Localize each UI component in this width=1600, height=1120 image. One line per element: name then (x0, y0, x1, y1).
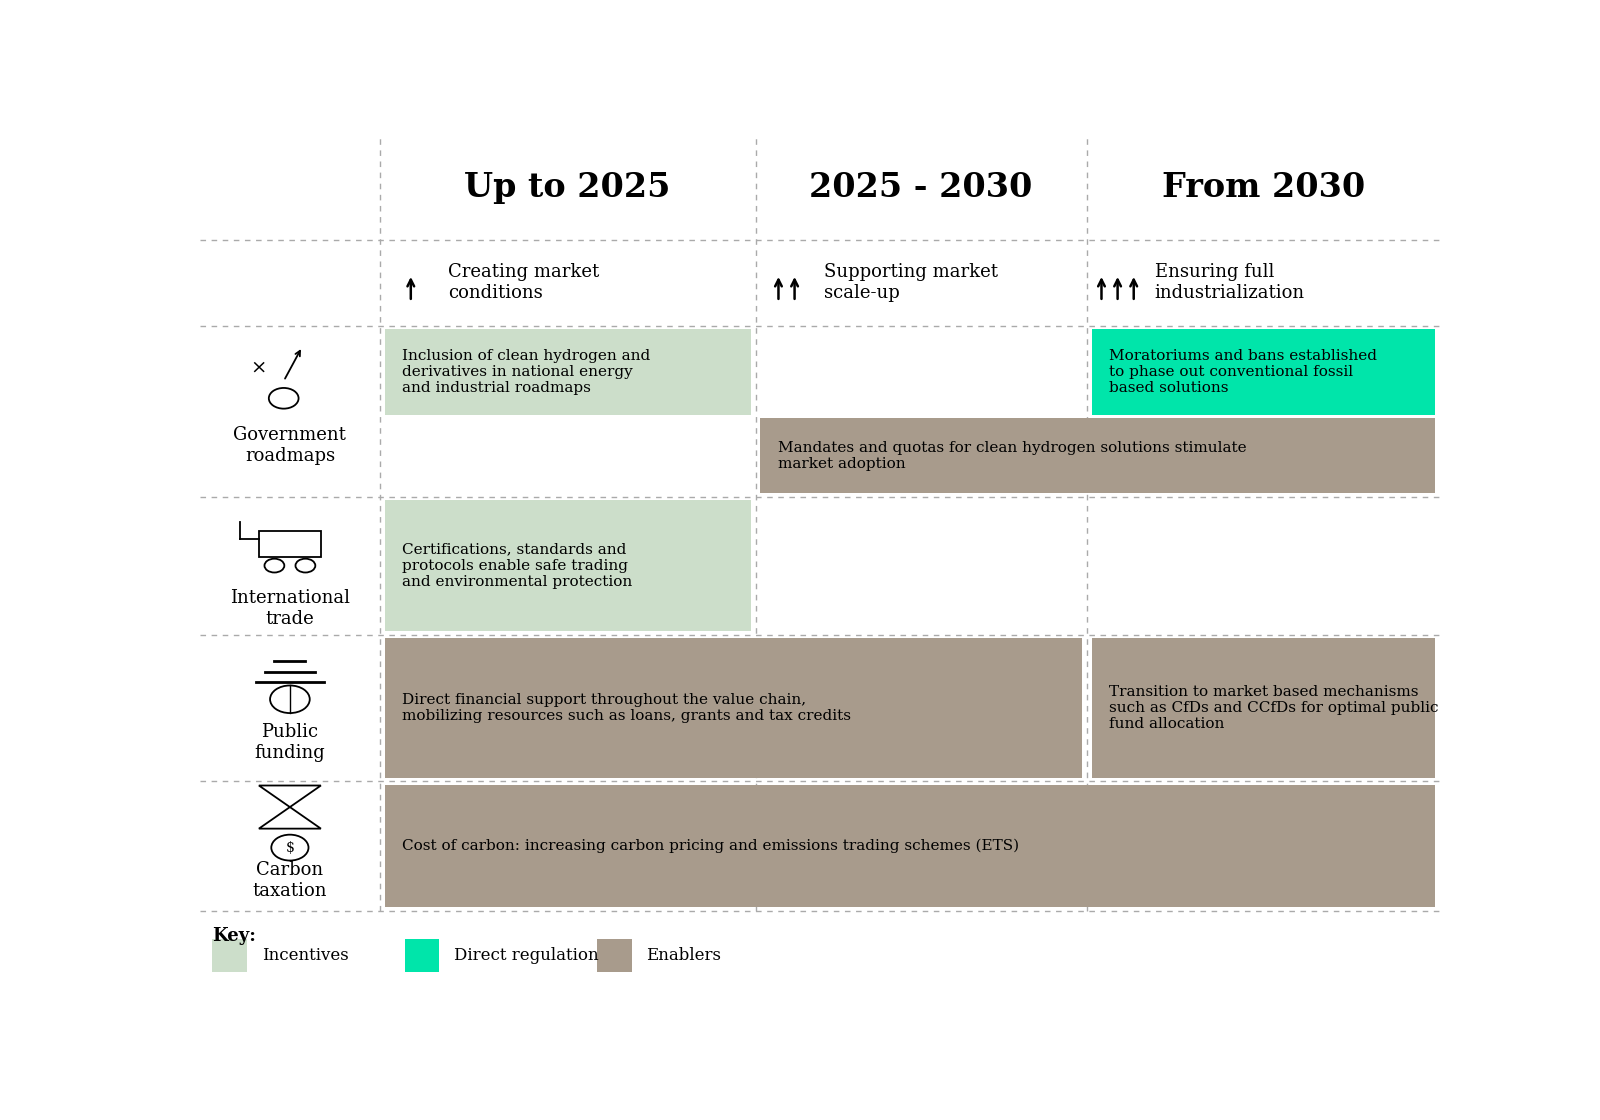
FancyBboxPatch shape (384, 500, 750, 632)
FancyBboxPatch shape (384, 785, 1435, 907)
Text: Up to 2025: Up to 2025 (464, 170, 670, 204)
Text: Public
funding: Public funding (254, 724, 325, 762)
Text: Moratoriums and bans established
to phase out conventional fossil
based solution: Moratoriums and bans established to phas… (1109, 348, 1378, 395)
FancyBboxPatch shape (213, 939, 246, 972)
Text: 2025 - 2030: 2025 - 2030 (810, 170, 1032, 204)
FancyBboxPatch shape (1091, 638, 1435, 777)
Text: Enablers: Enablers (646, 946, 722, 964)
Text: ×: × (251, 360, 267, 377)
FancyBboxPatch shape (384, 638, 1082, 777)
Text: Transition to market based mechanisms
such as CfDs and CCfDs for optimal public
: Transition to market based mechanisms su… (1109, 684, 1438, 731)
Text: International
trade: International trade (230, 589, 350, 628)
Text: Incentives: Incentives (262, 946, 349, 964)
Text: Direct financial support throughout the value chain,
mobilizing resources such a: Direct financial support throughout the … (402, 693, 851, 724)
Text: Direct regulation: Direct regulation (454, 946, 598, 964)
Text: Creating market
conditions: Creating market conditions (448, 263, 600, 302)
FancyBboxPatch shape (597, 939, 632, 972)
Text: Supporting market
scale-up: Supporting market scale-up (824, 263, 998, 302)
Text: Key:: Key: (213, 927, 256, 945)
Text: Government
roadmaps: Government roadmaps (234, 427, 346, 465)
FancyBboxPatch shape (384, 329, 750, 414)
Text: Inclusion of clean hydrogen and
derivatives in national energy
and industrial ro: Inclusion of clean hydrogen and derivati… (402, 348, 650, 395)
Text: $: $ (285, 841, 294, 855)
Text: Ensuring full
industrialization: Ensuring full industrialization (1155, 263, 1306, 302)
Text: Mandates and quotas for clean hydrogen solutions stimulate
market adoption: Mandates and quotas for clean hydrogen s… (778, 440, 1246, 470)
Text: From 2030: From 2030 (1162, 170, 1365, 204)
FancyBboxPatch shape (405, 939, 440, 972)
Text: Certifications, standards and
protocols enable safe trading
and environmental pr: Certifications, standards and protocols … (402, 542, 632, 589)
FancyBboxPatch shape (760, 418, 1435, 493)
Text: Cost of carbon: increasing carbon pricing and emissions trading schemes (ETS): Cost of carbon: increasing carbon pricin… (402, 839, 1019, 853)
FancyBboxPatch shape (1091, 329, 1435, 414)
Text: Carbon
taxation: Carbon taxation (253, 861, 326, 899)
